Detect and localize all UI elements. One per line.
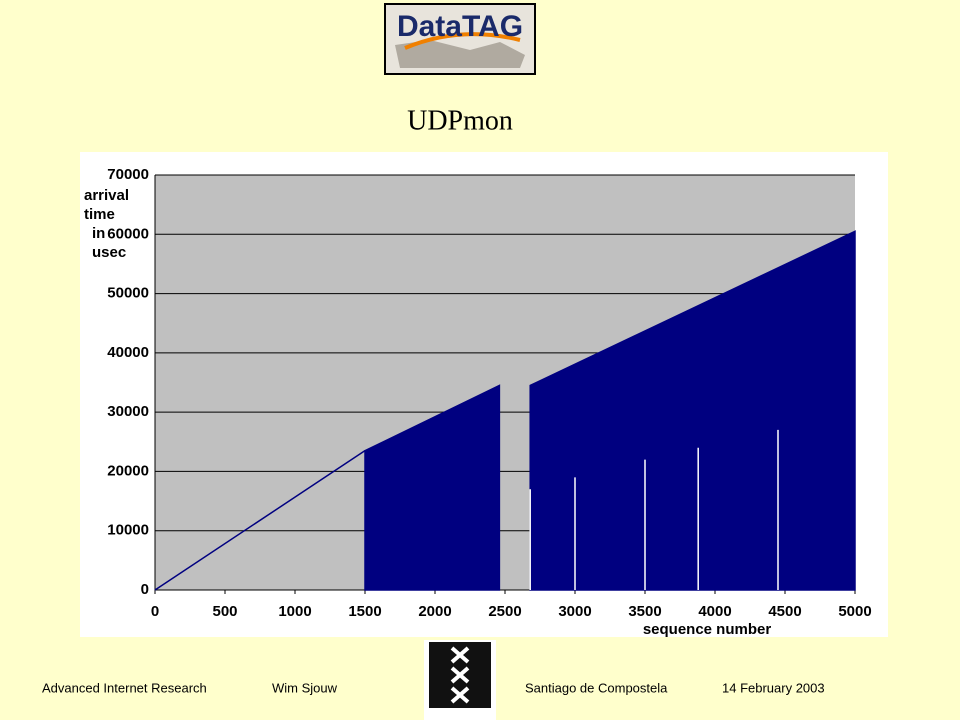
x-tick-label: 3000 [558,603,591,620]
chart: 0 10000 20000 30000 40000 50000 60000 70000 0 500… [84,166,872,638]
logo-text: DataTAG [397,10,523,43]
x-tick-label: 2000 [418,603,451,620]
area [364,384,501,591]
y-tick-label: 40000 [107,344,149,361]
logo-map [395,40,525,68]
y-tick-label: 20000 [107,462,149,479]
y-axis-label: time [84,206,115,223]
x-tick-label: 0 [151,603,159,620]
x-tick-label: 1500 [348,603,381,620]
x-tick-label: 5000 [838,603,871,620]
uva-logo [424,640,496,720]
footer-author: Wim Sjouw [272,680,338,695]
footer-left: Advanced Internet Research [42,680,207,695]
y-tick-label: 50000 [107,285,149,302]
datatag-logo: DataTAG [384,3,536,75]
y-tick-label: 30000 [107,403,149,420]
y-axis-label: usec [92,244,126,261]
y-axis-label: arrival [84,187,129,204]
y-axis-label: in [92,225,105,242]
x-tick-label: 3500 [628,603,661,620]
footer-place: Santiago de Compostela [525,680,668,695]
line [154,450,366,591]
x-tick-label: 2500 [488,603,521,620]
logo-arc [404,32,521,50]
y-tick-label: 60000 [107,225,149,242]
logo-crosses [450,646,470,704]
y-tick-label: 0 [141,581,149,598]
x-tick-label: 4500 [768,603,801,620]
footer-date: 14 February 2003 [722,680,825,695]
y-tick-label: 70000 [107,166,149,183]
x-tick-label: 1000 [278,603,311,620]
x-axis-label: sequence number [643,621,772,638]
y-tick-label: 10000 [107,522,149,539]
slide-title: UDPmon [407,105,513,136]
x-tick-label: 4000 [698,603,731,620]
x-tick-label: 500 [212,603,237,620]
